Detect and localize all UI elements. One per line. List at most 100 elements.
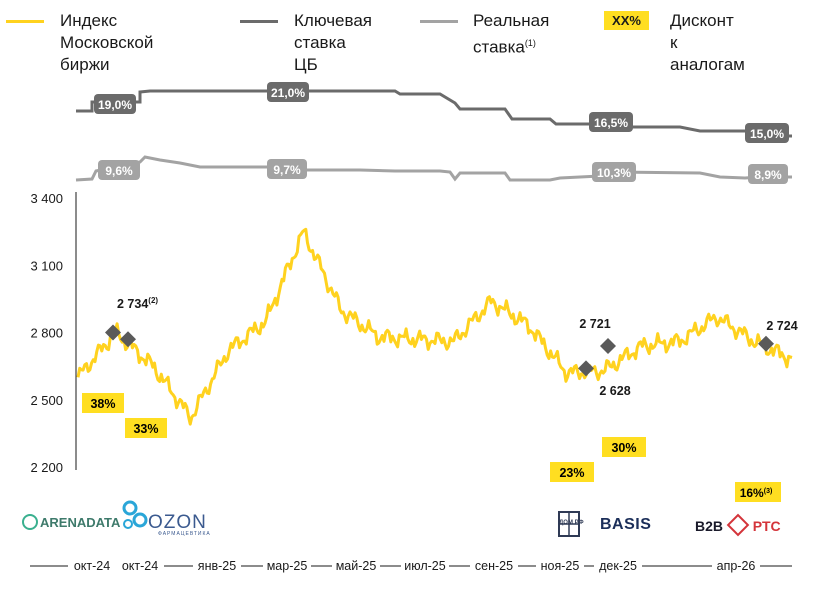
legend-discount-label: Дисконт к аналогам	[670, 11, 745, 74]
discount-badge-5-note: (3)	[764, 488, 773, 495]
real-rate-label-start-text: 9,6%	[105, 164, 133, 178]
discount-badge-2-bg	[125, 418, 167, 438]
markers	[105, 324, 774, 377]
legend-key-rate-label: Ключевая ставка ЦБ	[294, 11, 373, 74]
marker-diamond	[600, 337, 616, 354]
arenadata-icon	[22, 514, 38, 530]
basis-logo: BASIS	[600, 516, 652, 533]
real-rate-label-mid: 9,7%	[267, 159, 307, 179]
ozon-icon	[122, 500, 148, 529]
real-rate-label-mid-bg	[267, 159, 307, 179]
discount-badge-3-text: 23%	[559, 466, 584, 480]
marker-label-1-value: 2 734	[117, 297, 148, 311]
y-tick-label: 2 500	[30, 393, 63, 408]
real-rate-swatch	[420, 20, 458, 23]
discount-badge-1-text: 38%	[90, 397, 115, 411]
real-rate-label-late-bg	[592, 162, 636, 182]
rts-text: РТС	[752, 518, 781, 534]
real-rate-label-end-text: 8,9%	[754, 168, 782, 182]
x-tick-label: окт-24	[74, 559, 110, 573]
domrf-logo: ДОМ РФ	[557, 510, 584, 537]
discount-badge-5-text: 16%(3)	[740, 486, 773, 500]
real-rate-label-end: 8,9%	[748, 164, 788, 184]
key-rate-label-mid-bg	[267, 82, 309, 102]
discount-badge-4-bg	[602, 437, 646, 457]
discount-badge-3: 23%	[550, 462, 594, 482]
x-tick-label: дек-25	[599, 559, 637, 573]
x-tick-label: ноя-25	[541, 559, 580, 573]
marker-label-5: 2 724	[766, 319, 797, 333]
key-rate-label-end-bg	[745, 123, 789, 143]
marker-diamond	[758, 335, 774, 352]
legend-discount-badge: XX%	[604, 11, 649, 30]
key-rate-label-mid: 21,0%	[267, 82, 309, 102]
discount-badge-3-bg	[550, 462, 594, 482]
y-tick-label: 3 400	[30, 191, 63, 206]
x-tick-bg	[536, 557, 584, 575]
marker-diamond	[105, 324, 121, 341]
key-rate-label-start-bg	[94, 94, 136, 114]
discount-badge-5-bg	[735, 482, 781, 502]
x-tick-label: окт-24	[122, 559, 158, 573]
discount-badge-4: 30%	[602, 437, 646, 457]
discount-badge-2: 33%	[125, 418, 167, 438]
key-rate-label-start: 19,0%	[94, 94, 136, 114]
x-tick-label: янв-25	[198, 559, 236, 573]
marker-label-4: 2 721	[579, 317, 610, 331]
x-tick-bg	[332, 557, 380, 575]
x-tick-bg	[594, 557, 642, 575]
key-rate-label-mid-text: 21,0%	[271, 86, 305, 100]
rts-icon	[726, 513, 750, 537]
discount-badge-5: 16%(3)	[735, 482, 781, 502]
marker-diamond	[578, 360, 594, 377]
arenadata-logo: ARENADATA	[22, 514, 120, 530]
arenadata-text: ARENADATA	[40, 515, 121, 530]
marker-label-1-text: 2 734(2)	[117, 296, 158, 311]
discount-badge-1-bg	[82, 393, 124, 413]
y-ticks: 3 400 3 100 2 800 2 500 2 200	[30, 191, 63, 475]
legend-real-rate-note: (1)	[524, 38, 536, 48]
key-rate-label-late-bg	[589, 112, 633, 132]
marker-label-1: 2 734(2)	[117, 296, 158, 311]
discount-badge-2-text: 33%	[133, 422, 158, 436]
discount-badge-1: 38%	[82, 393, 124, 413]
x-tick-label: мар-25	[267, 559, 308, 573]
x-tick-label: май-25	[336, 559, 377, 573]
domrf-icon	[558, 511, 580, 537]
marker-diamond	[120, 331, 136, 348]
imoex-swatch	[6, 20, 44, 23]
imoex-line	[76, 227, 793, 426]
legend-real-rate-text: Реальная ставка	[473, 11, 550, 57]
y-tick-label: 2 200	[30, 460, 63, 475]
marker-label-3: 2 628	[599, 384, 630, 398]
discount-badge-4-text: 30%	[611, 441, 636, 455]
key-rate-label-start-text: 19,0%	[98, 98, 132, 112]
x-axis: окт-24 окт-24 янв-25 мар-25 май-25 июл-25 сен-…	[30, 557, 792, 575]
marker-label-1-note: (2)	[148, 296, 158, 305]
legend-imoex-label: Индекс Московской биржи	[60, 11, 154, 74]
legend-real-rate-label: Реальная ставка(1)	[473, 10, 549, 59]
y-tick-label: 3 100	[30, 258, 63, 273]
discount-badge-5-value: 16%	[740, 486, 764, 500]
key-rate-label-late-text: 16,5%	[594, 116, 628, 130]
ozon-logo: OZON ФАРМАЦЕВТИКА	[120, 498, 210, 538]
x-tick-bg	[116, 557, 164, 575]
key-rate-swatch	[240, 20, 278, 23]
x-tick-bg	[68, 557, 116, 575]
x-tick-label: июл-25	[404, 559, 445, 573]
x-tick-label: апр-26	[717, 559, 756, 573]
y-tick-label: 2 800	[30, 326, 63, 341]
x-tick-bg	[712, 557, 760, 575]
x-tick-bg	[470, 557, 518, 575]
real-rate-label-start-bg	[98, 160, 140, 180]
ozon-subtext: ФАРМАЦЕВТИКА	[158, 531, 211, 537]
real-rate-line	[75, 155, 792, 182]
real-rate-label-late-text: 10,3%	[597, 166, 631, 180]
real-rate-label-end-bg	[748, 164, 788, 184]
domrf-text: ДОМ РФ	[559, 520, 584, 526]
x-tick-bg	[401, 557, 449, 575]
key-rate-label-late: 16,5%	[589, 112, 633, 132]
b2b-rts-logo: B2B РТС	[695, 513, 781, 537]
ozon-text: OZON	[148, 512, 207, 533]
